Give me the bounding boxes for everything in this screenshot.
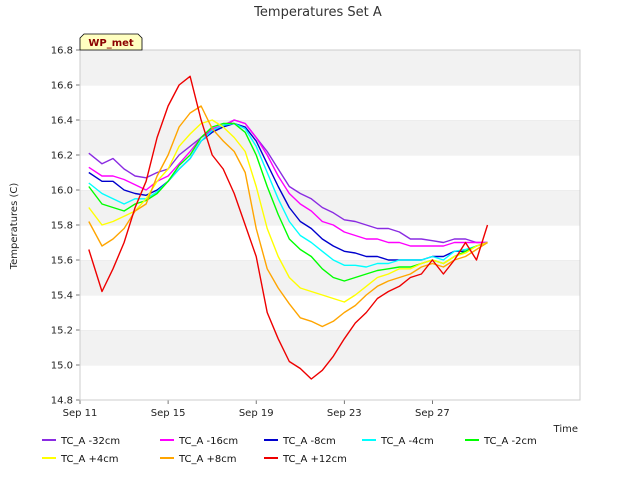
x-tick-label: Sep 19	[239, 408, 274, 419]
grid-band	[80, 260, 580, 295]
y-tick-label: 16.6	[51, 81, 73, 92]
y-tick-label: 15.8	[51, 221, 73, 232]
legend-label: TC_A -4cm	[380, 436, 434, 447]
legend-label: TC_A +8cm	[178, 454, 237, 465]
grid-band	[80, 120, 580, 155]
series-line-tc-a-32cm	[88, 119, 488, 244]
station-badge: WP_met	[79, 33, 143, 51]
chart-title: Temperatures Set A	[253, 5, 382, 20]
legend-label: TC_A -8cm	[282, 436, 336, 447]
grid-bands	[80, 49, 580, 400]
x-tick-label: Sep 27	[415, 408, 450, 419]
grid-band	[80, 190, 580, 225]
x-tick-label: Sep 23	[327, 408, 362, 419]
grid-band	[80, 365, 580, 400]
y-tick-label: 16.0	[51, 186, 73, 197]
y-tick-label: 16.4	[51, 116, 73, 127]
grid-band	[80, 85, 580, 120]
y-tick-label: 14.8	[51, 396, 73, 407]
legend-label: TC_A -16cm	[178, 436, 238, 447]
x-tick-label: Sep 15	[151, 408, 186, 419]
series-line-tc-a-12cm	[88, 75, 489, 380]
y-tick-label: 15.4	[51, 291, 73, 302]
legend-label: TC_A +12cm	[282, 454, 347, 465]
y-tick-label: 16.2	[51, 151, 73, 162]
grid-band	[80, 50, 580, 85]
grid-band	[80, 295, 580, 330]
legend: TC_A -32cm TC_A -16cm TC_A -8cm TC_A -4cm TC…	[42, 436, 537, 465]
grid-band	[80, 155, 580, 190]
y-tick-label: 15.6	[51, 256, 73, 267]
grid-band	[80, 225, 580, 260]
x-axis-label: Time	[553, 424, 578, 435]
y-tick-label: 16.8	[51, 46, 73, 57]
series-line-tc-a-4cm	[88, 119, 488, 303]
x-tick-label: Sep 11	[63, 408, 98, 419]
y-tick-label: 15.0	[51, 361, 73, 372]
y-axis-ticks: 14.8 15.0 15.2 15.4 15.6 15.8 16.0 16.2 16.4 16.6…	[51, 46, 80, 407]
legend-label: TC_A +4cm	[60, 454, 119, 465]
series-line-tc-a-8cm	[88, 105, 488, 328]
series-line-tc-a-4cm	[88, 122, 488, 268]
y-tick-label: 15.2	[51, 326, 73, 337]
series-lines	[88, 75, 489, 380]
plot-frame	[79, 49, 581, 401]
legend-label: TC_A -32cm	[60, 436, 120, 447]
x-axis-ticks: Sep 11 Sep 15 Sep 19 Sep 23 Sep 27	[63, 400, 450, 419]
badge-label: WP_met	[88, 38, 134, 49]
y-axis-label: Temperatures (C)	[9, 183, 20, 271]
badge-shape	[79, 33, 143, 51]
legend-label: TC_A -2cm	[483, 436, 537, 447]
grid-band	[80, 330, 580, 365]
